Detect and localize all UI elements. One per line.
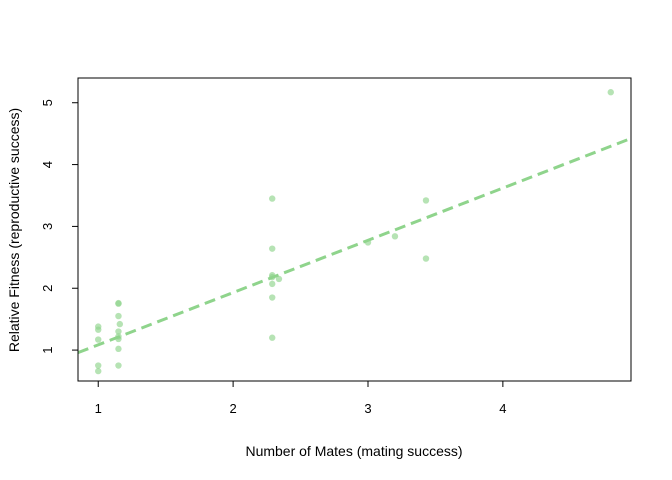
data-point bbox=[269, 245, 276, 252]
y-tick-label: 1 bbox=[40, 346, 55, 353]
data-point bbox=[275, 275, 283, 283]
x-tick-label: 3 bbox=[364, 401, 371, 416]
y-tick-label: 2 bbox=[40, 285, 55, 292]
trend-line bbox=[77, 137, 632, 355]
x-axis: 1 2 3 4 bbox=[95, 380, 506, 416]
data-point bbox=[115, 345, 122, 353]
data-point bbox=[115, 300, 122, 307]
x-tick-label: 2 bbox=[229, 401, 236, 416]
x-axis-title: Number of Mates (mating success) bbox=[245, 443, 462, 459]
x-tick-label: 4 bbox=[499, 401, 506, 416]
data-point bbox=[269, 294, 276, 301]
x-tick-label: 1 bbox=[95, 401, 102, 416]
data-point bbox=[269, 334, 276, 341]
data-point bbox=[269, 280, 276, 288]
data-point bbox=[95, 336, 102, 343]
data-point bbox=[422, 197, 430, 204]
data-point bbox=[115, 362, 122, 369]
data-point bbox=[391, 233, 399, 240]
trend-line-layer bbox=[77, 137, 632, 355]
data-point bbox=[422, 255, 430, 262]
y-axis: 1 2 3 4 5 bbox=[40, 99, 79, 354]
y-axis-title: Relative Fitness (reproductive success) bbox=[6, 108, 22, 352]
y-tick-label: 5 bbox=[40, 99, 55, 106]
data-point bbox=[95, 362, 102, 369]
data-point bbox=[269, 195, 276, 202]
data-point bbox=[95, 367, 102, 375]
y-tick-label: 3 bbox=[40, 223, 55, 230]
data-points bbox=[95, 89, 614, 375]
y-tick-label: 4 bbox=[40, 161, 55, 168]
data-point bbox=[115, 312, 122, 320]
data-point bbox=[116, 320, 124, 328]
data-point bbox=[115, 328, 122, 335]
data-point bbox=[607, 89, 614, 96]
data-point bbox=[95, 326, 102, 333]
